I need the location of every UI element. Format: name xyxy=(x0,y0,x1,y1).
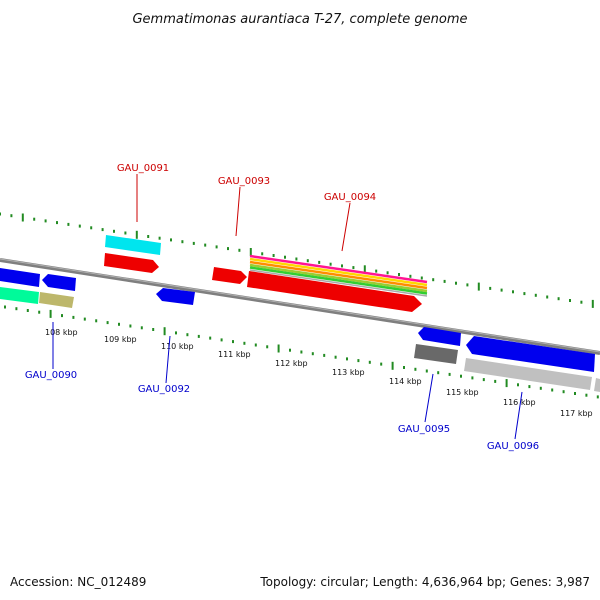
accession-text: Accession: NC_012489 xyxy=(10,575,146,589)
tick-label-108: 108 kbp xyxy=(45,328,78,337)
label-gau-0094[interactable]: GAU_0094 xyxy=(324,192,376,203)
map-title: Gemmatimonas aurantiaca T-27, complete g… xyxy=(132,12,467,27)
reverse-gene-labels: GAU_0090 GAU_0092 GAU_0095 GAU_0096 xyxy=(25,322,539,452)
forward-gene-labels: GAU_0091 GAU_0093 GAU_0094 xyxy=(117,163,376,252)
tick-label-116: 116 kbp xyxy=(503,398,536,407)
gene-gau-0095[interactable] xyxy=(414,344,458,364)
gene-gau-0091[interactable] xyxy=(104,253,159,273)
tick-label-109: 109 kbp xyxy=(104,335,137,344)
genome-backbone xyxy=(0,258,600,355)
tick-label-113: 113 kbp xyxy=(332,368,365,377)
gene-left-blue-2[interactable] xyxy=(42,274,76,291)
label-gau-0095[interactable]: GAU_0095 xyxy=(398,424,450,435)
tick-label-110: 110 kbp xyxy=(161,342,194,351)
label-gau-0093[interactable]: GAU_0093 xyxy=(218,176,270,187)
outer-tick-row xyxy=(0,212,594,308)
tick-label-112: 112 kbp xyxy=(275,359,308,368)
tick-label-114: 114 kbp xyxy=(389,377,422,386)
gene-gau-0094-stripes xyxy=(249,254,428,297)
gene-gau-0096-blue[interactable] xyxy=(466,336,595,372)
gene-gau-0092[interactable] xyxy=(156,288,195,305)
tick-label-115: 115 kbp xyxy=(446,388,479,397)
tick-label-111: 111 kbp xyxy=(218,350,251,359)
topology-summary: Topology: circular; Length: 4,636,964 bp… xyxy=(259,575,590,589)
label-gau-0090[interactable]: GAU_0090 xyxy=(25,370,77,381)
inner-tick-row xyxy=(4,305,599,399)
gene-gau-0096[interactable] xyxy=(464,358,592,390)
gene-left-blue-1[interactable] xyxy=(0,268,40,287)
tick-label-117: 117 kbp xyxy=(560,409,593,418)
gene-gau-0091-upper[interactable] xyxy=(105,235,161,255)
gene-gau-0090[interactable] xyxy=(39,292,74,308)
gene-gau-0090-green[interactable] xyxy=(0,287,39,304)
label-gau-0091[interactable]: GAU_0091 xyxy=(117,163,169,174)
gene-gau-0093[interactable] xyxy=(212,267,247,284)
label-gau-0096[interactable]: GAU_0096 xyxy=(487,441,539,452)
gene-right-grey[interactable] xyxy=(594,378,600,392)
ruler-labels: 108 kbp 109 kbp 110 kbp 111 kbp 112 kbp … xyxy=(45,328,593,418)
label-gau-0092[interactable]: GAU_0092 xyxy=(138,384,190,395)
gene-gau-0095-blue[interactable] xyxy=(418,327,461,346)
gene-gau-0094[interactable] xyxy=(247,271,422,312)
